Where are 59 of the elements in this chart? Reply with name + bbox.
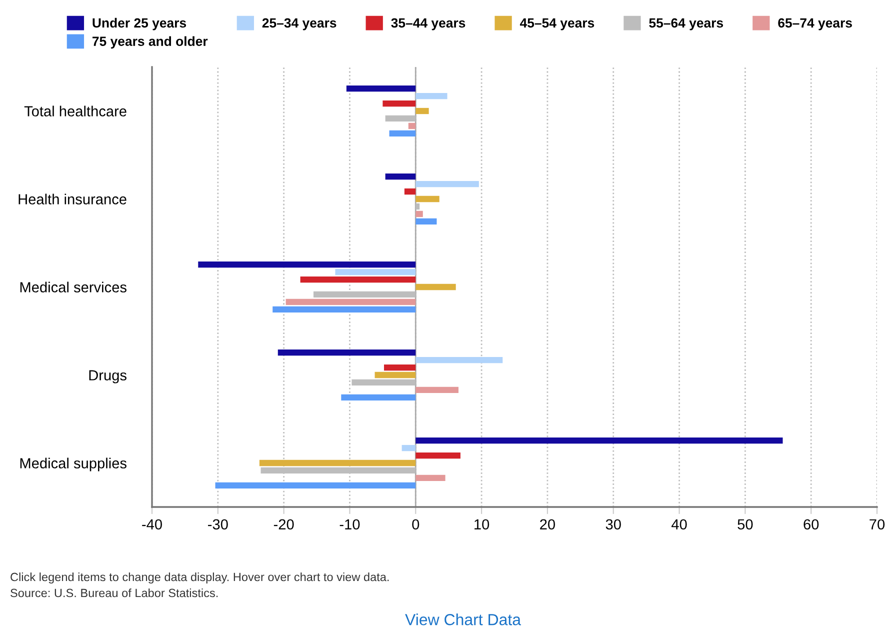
legend-label: 35–44 years: [391, 18, 466, 30]
y-tick-label: Medical services: [20, 282, 126, 292]
x-tick-label: 20: [540, 519, 555, 530]
legend-label: 45–54 years: [520, 18, 594, 30]
bar: [346, 85, 416, 92]
bar: [416, 356, 503, 364]
bar: [259, 460, 416, 466]
x-tick-label: 30: [606, 519, 621, 530]
bar: [416, 474, 446, 482]
bar: [416, 196, 440, 202]
bar: [416, 92, 448, 100]
bar: [374, 372, 416, 378]
bar: [198, 261, 416, 268]
bar: [382, 100, 416, 107]
y-tick-label: Health insurance: [18, 194, 126, 204]
bar: [272, 306, 416, 313]
bar: [341, 394, 416, 401]
bar: [416, 203, 420, 210]
bar: [278, 349, 416, 356]
legend-label: 55–64 years: [649, 18, 724, 30]
bar: [404, 188, 416, 195]
bar: [416, 452, 460, 459]
bar: [416, 386, 458, 394]
legend-label: 65–74 years: [778, 18, 852, 30]
bar: [215, 482, 416, 489]
x-tick-label: 60: [804, 519, 819, 530]
bar: [416, 284, 456, 290]
legend-label: 75 years and older: [92, 36, 208, 49]
text: Click legend items to change data display. Hover over chart to view data.: [10, 572, 389, 584]
bar: [402, 444, 416, 452]
bar: [416, 180, 479, 188]
bar: [416, 218, 437, 225]
bar: [416, 210, 423, 218]
legend-label: 25–34 years: [262, 18, 336, 30]
bar: [385, 173, 416, 180]
bar: [416, 437, 783, 444]
bar: [335, 268, 416, 276]
y-tick-label: Medical supplies: [20, 458, 126, 472]
y-tick-label: Total healthcare: [24, 106, 126, 116]
x-tick-label: -20: [274, 519, 294, 530]
bar: [408, 122, 416, 130]
x-tick-label: 50: [738, 519, 753, 530]
bar: [416, 108, 429, 114]
legend-label: Under 25 years: [92, 18, 186, 30]
source-note: Source: U.S. Bureau of Labor Statistics.: [10, 588, 218, 598]
bar: [389, 130, 416, 137]
x-tick-label: 10: [474, 519, 490, 530]
x-tick-label: 40: [672, 519, 687, 530]
x-tick-label: 70: [870, 519, 885, 530]
x-tick-label: -10: [340, 519, 360, 530]
x-tick-label: -40: [142, 519, 162, 530]
x-tick-label: -30: [208, 519, 228, 530]
bar: [300, 276, 416, 283]
text: View Chart Data: [405, 614, 522, 626]
bar: [385, 115, 416, 122]
bar: [384, 364, 416, 371]
y-tick-label: Drugs: [89, 370, 126, 384]
x-tick-label: 0: [412, 519, 420, 530]
bar: [286, 298, 416, 306]
